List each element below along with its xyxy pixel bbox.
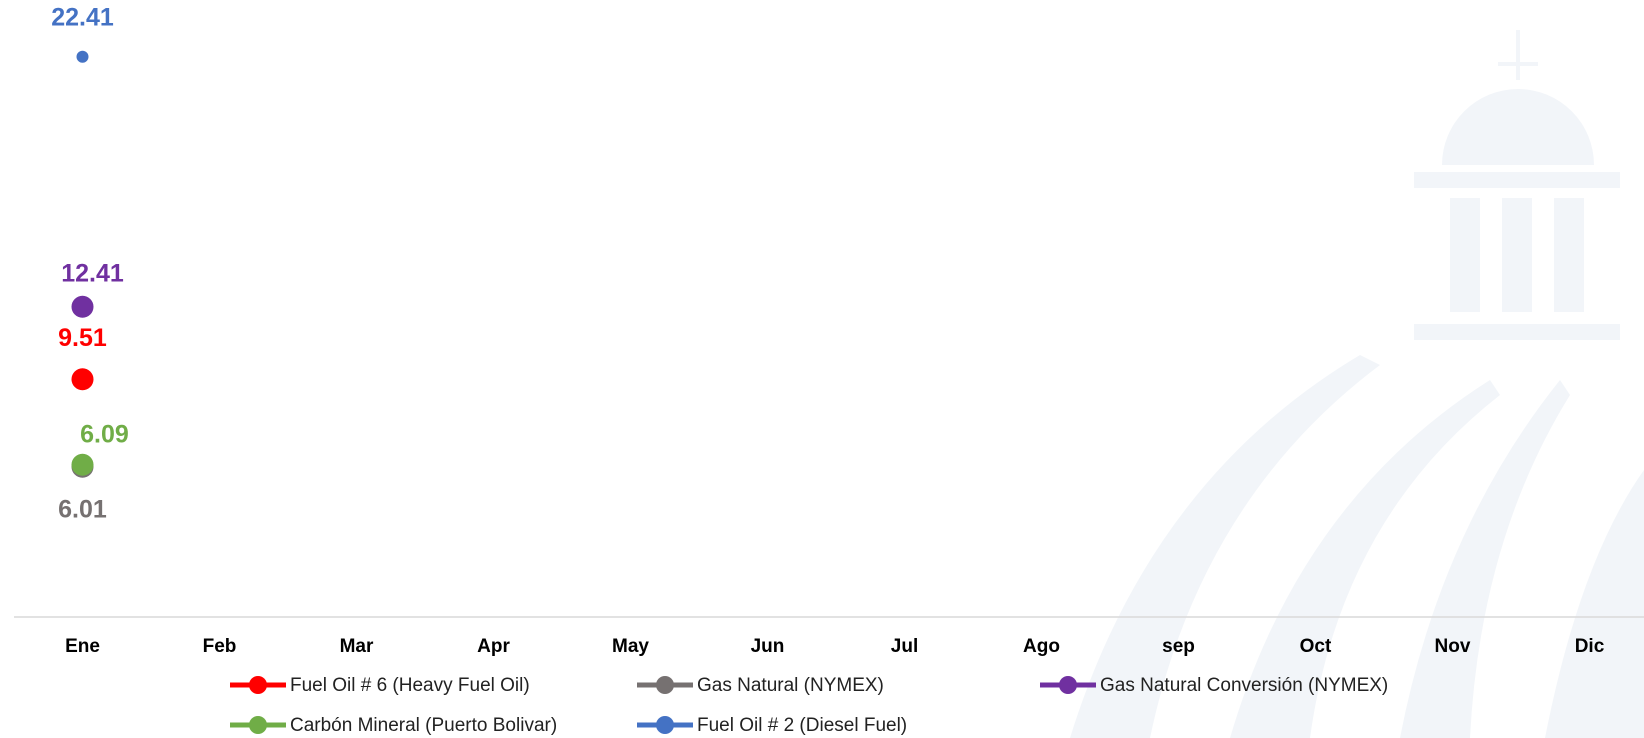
x-tick-label: May	[612, 636, 649, 657]
x-tick-label: Ene	[65, 636, 100, 657]
legend-label: Fuel Oil # 6 (Heavy Fuel Oil)	[290, 675, 530, 696]
x-tick-label: Jun	[751, 636, 785, 657]
data-label: 6.01	[58, 495, 107, 523]
x-tick-label: Mar	[340, 636, 374, 657]
legend-label: Gas Natural Conversión (NYMEX)	[1100, 675, 1388, 696]
point	[71, 295, 94, 318]
data-label: 6.09	[80, 420, 129, 448]
legend-label: Gas Natural (NYMEX)	[697, 675, 884, 696]
legend-marker	[656, 676, 674, 694]
x-tick-label: Jul	[891, 636, 918, 657]
x-tick-label: sep	[1162, 636, 1195, 657]
watermark	[1070, 30, 1644, 738]
legend-marker	[1059, 676, 1077, 694]
point	[76, 50, 89, 63]
x-tick-label: Feb	[203, 636, 237, 657]
x-tick-label: Ago	[1023, 636, 1060, 657]
data-label: 12.41	[61, 259, 124, 287]
legend-label: Carbón Mineral (Puerto Bolivar)	[290, 715, 557, 736]
x-tick-label: Apr	[477, 636, 510, 657]
legend-marker	[249, 716, 267, 734]
data-label: 22.41	[51, 3, 114, 31]
legend-marker	[656, 716, 674, 734]
legend-label: Fuel Oil # 2 (Diesel Fuel)	[697, 715, 907, 736]
x-tick-label: Oct	[1300, 636, 1332, 657]
point	[71, 453, 94, 476]
x-tick-label: Nov	[1435, 636, 1471, 657]
legend-marker	[249, 676, 267, 694]
x-tick-label: Dic	[1575, 636, 1605, 657]
data-label: 9.51	[58, 324, 107, 352]
point	[71, 368, 94, 391]
